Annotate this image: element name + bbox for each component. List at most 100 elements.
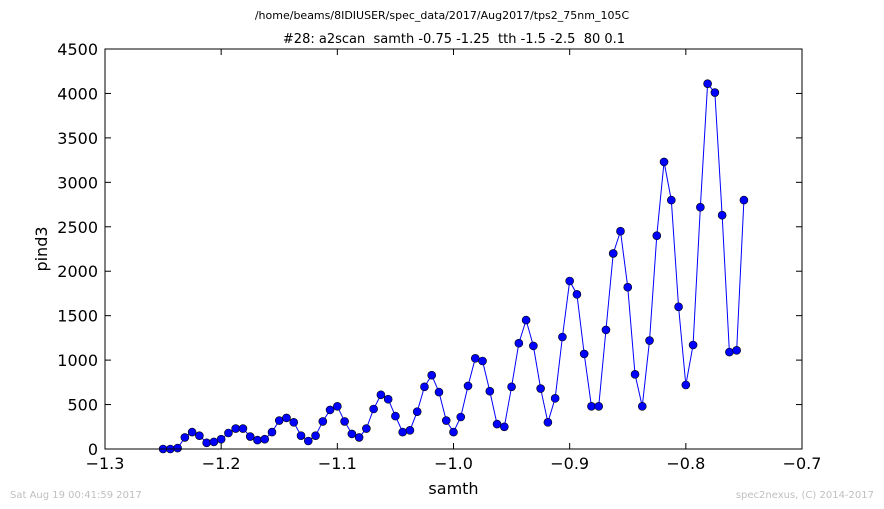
data-point bbox=[543, 418, 553, 427]
y-tick-label: 4500 bbox=[57, 40, 98, 59]
data-point bbox=[463, 381, 473, 391]
data-point bbox=[710, 88, 720, 97]
data-point bbox=[703, 79, 712, 88]
x-tick-label: −1.3 bbox=[86, 454, 125, 473]
data-point bbox=[318, 417, 328, 426]
data-point bbox=[725, 347, 734, 357]
data-point bbox=[362, 424, 371, 433]
series-group bbox=[158, 79, 749, 454]
data-point bbox=[521, 315, 531, 325]
data-point bbox=[674, 302, 683, 312]
data-point bbox=[550, 394, 560, 403]
data-point bbox=[536, 384, 545, 393]
data-point bbox=[732, 346, 741, 355]
y-tick-label: 3000 bbox=[57, 173, 98, 192]
data-point bbox=[558, 332, 567, 342]
data-point bbox=[376, 390, 386, 400]
data-point bbox=[231, 424, 240, 433]
y-tick-label: 2500 bbox=[57, 218, 98, 237]
data-point bbox=[202, 438, 211, 448]
data-point bbox=[245, 432, 255, 441]
data-point bbox=[238, 424, 248, 433]
data-point bbox=[681, 380, 691, 390]
y-tick-label: 1500 bbox=[57, 307, 98, 326]
data-point bbox=[340, 417, 349, 426]
data-point bbox=[507, 382, 516, 392]
data-point bbox=[696, 202, 705, 212]
data-point bbox=[608, 249, 618, 258]
data-point bbox=[456, 412, 466, 422]
data-point bbox=[209, 437, 219, 447]
y-tick-label: 500 bbox=[67, 396, 98, 415]
footer-credit: spec2nexus, (C) 2014-2017 bbox=[735, 490, 874, 501]
data-point bbox=[354, 433, 364, 442]
data-point bbox=[470, 354, 480, 363]
data-point bbox=[441, 416, 451, 425]
y-tick-label: 2000 bbox=[57, 262, 98, 281]
data-point bbox=[739, 195, 749, 205]
data-point bbox=[652, 231, 662, 240]
chart-title: #28: a2scan samth -0.75 -1.25 tth -1.5 -… bbox=[283, 32, 625, 47]
data-point bbox=[623, 282, 633, 292]
data-point bbox=[311, 431, 320, 440]
data-point bbox=[347, 429, 357, 439]
data-point bbox=[216, 434, 226, 444]
data-point bbox=[369, 404, 378, 414]
data-point bbox=[180, 433, 190, 442]
data-point bbox=[529, 341, 538, 351]
data-point bbox=[565, 276, 574, 286]
data-point bbox=[282, 413, 291, 423]
data-point bbox=[267, 427, 277, 437]
data-point bbox=[173, 443, 182, 453]
footer-timestamp: Sat Aug 19 00:41:59 2017 bbox=[10, 490, 142, 501]
data-point bbox=[645, 336, 654, 345]
data-point bbox=[500, 422, 509, 432]
data-point bbox=[717, 210, 727, 220]
data-point bbox=[492, 419, 502, 429]
x-tick-label: −0.9 bbox=[550, 454, 589, 473]
y-axis-label: pind3 bbox=[32, 226, 51, 271]
x-tick-label: −1.2 bbox=[202, 454, 241, 473]
data-point bbox=[514, 338, 524, 348]
x-tick-label: −1.1 bbox=[318, 454, 357, 473]
data-point bbox=[420, 382, 429, 392]
data-point bbox=[195, 431, 204, 440]
data-point bbox=[253, 435, 262, 445]
data-point bbox=[303, 436, 313, 446]
data-point bbox=[325, 405, 335, 415]
data-point bbox=[412, 407, 422, 416]
x-tick-label: −1.0 bbox=[434, 454, 473, 473]
data-point bbox=[594, 402, 604, 411]
data-point bbox=[296, 431, 306, 440]
data-point bbox=[667, 195, 676, 205]
data-point bbox=[637, 402, 647, 411]
data-point bbox=[478, 356, 487, 366]
data-point bbox=[434, 387, 444, 397]
data-point bbox=[659, 157, 669, 167]
x-tick-label: −0.8 bbox=[666, 454, 705, 473]
data-point bbox=[187, 427, 197, 437]
y-tick-label: 4000 bbox=[57, 84, 98, 103]
data-point bbox=[383, 394, 393, 404]
data-point bbox=[587, 402, 596, 411]
plot-frame bbox=[104, 48, 803, 450]
data-point bbox=[274, 416, 284, 425]
y-tick-label: 0 bbox=[88, 440, 98, 459]
data-point bbox=[391, 411, 400, 421]
series-line bbox=[163, 82, 745, 450]
data-point bbox=[601, 325, 611, 335]
data-point bbox=[333, 402, 342, 411]
data-point bbox=[427, 370, 437, 380]
y-tick-label: 3500 bbox=[57, 129, 98, 148]
data-point bbox=[579, 349, 589, 359]
data-point bbox=[289, 418, 299, 427]
chart-suptitle: /home/beams/8IDIUSER/spec_data/2017/Aug2… bbox=[255, 9, 630, 22]
data-point bbox=[630, 370, 640, 379]
axis-ticks: −1.3 −1.2 −1.1 −1.0 −0.9 −0.8 −0.7 0 500 1000 1500… bbox=[57, 40, 821, 473]
data-point bbox=[449, 427, 458, 437]
data-point bbox=[616, 226, 625, 236]
x-axis-label: samth bbox=[428, 479, 478, 498]
y-tick-label: 1000 bbox=[57, 351, 98, 370]
data-point bbox=[224, 428, 233, 438]
